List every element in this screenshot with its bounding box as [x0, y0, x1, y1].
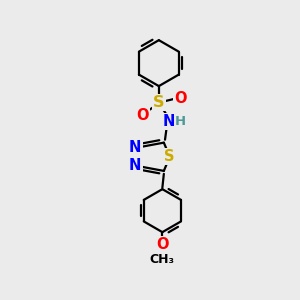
Text: N: N [163, 114, 175, 129]
Text: N: N [129, 140, 142, 155]
Text: S: S [153, 95, 165, 110]
Text: S: S [164, 149, 175, 164]
Text: CH₃: CH₃ [150, 253, 175, 266]
Text: H: H [175, 115, 186, 128]
Text: N: N [129, 158, 142, 173]
Text: O: O [156, 237, 169, 252]
Text: O: O [174, 91, 186, 106]
Text: O: O [136, 108, 149, 123]
